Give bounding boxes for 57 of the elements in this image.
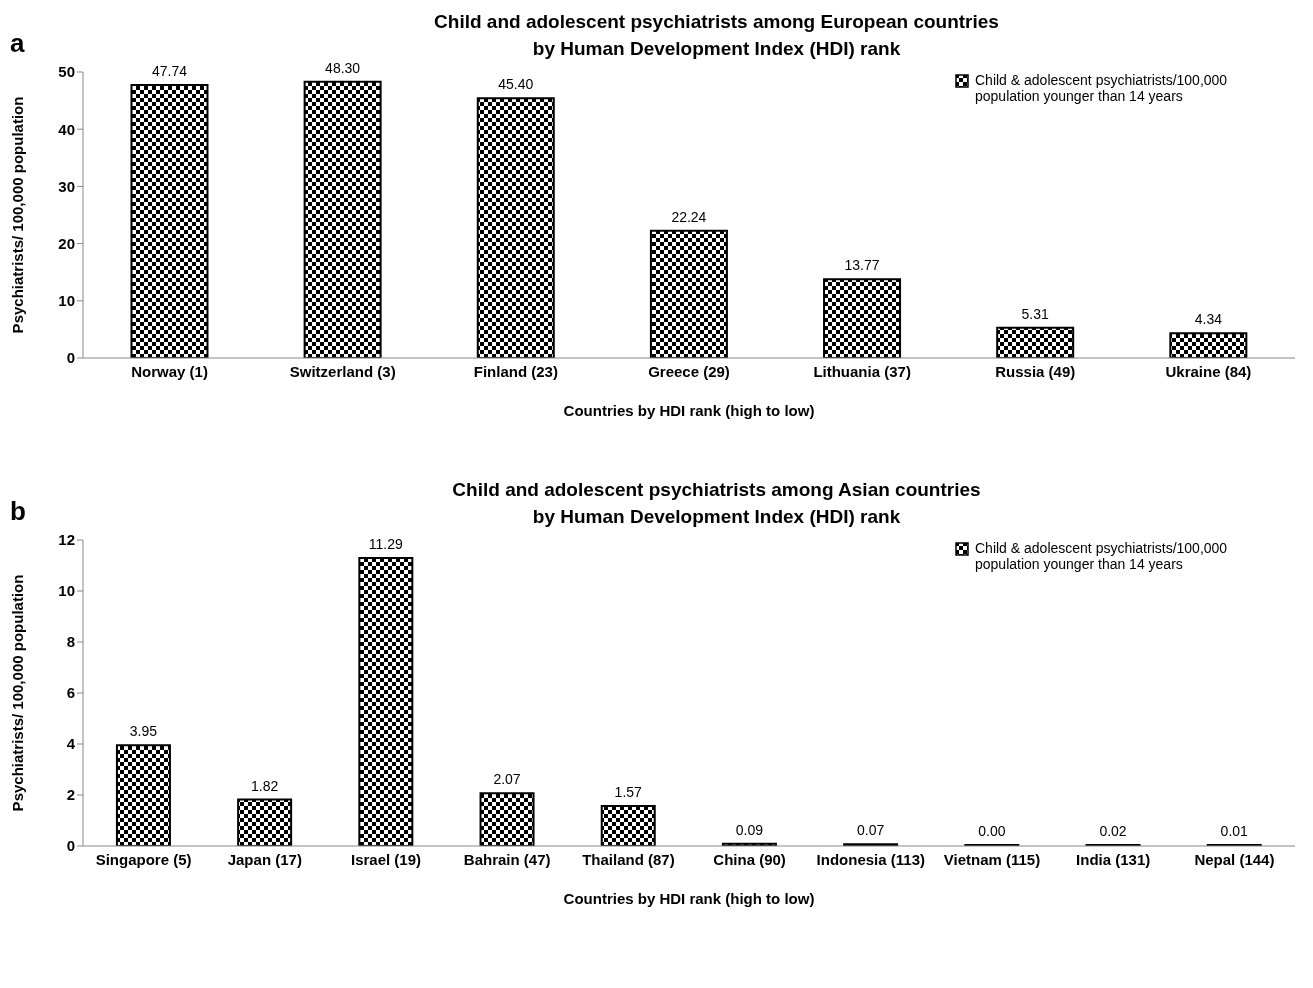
legend-label: Child & adolescent psychiatrists/100,000 population younger than 14 years xyxy=(975,540,1229,572)
x-tick-label: Switzerland (3) xyxy=(289,362,396,380)
x-tick-label: Norway (1) xyxy=(131,362,208,380)
data-label: 5.31 xyxy=(1021,305,1050,322)
data-label: 0.02 xyxy=(1099,823,1127,839)
data-label: 3.95 xyxy=(129,723,158,740)
x-tick-label: Indonesia (113) xyxy=(816,850,925,868)
text: b xyxy=(10,496,26,527)
y-tick-label: 10 xyxy=(58,582,75,600)
x-tick-label: Vietnam (115) xyxy=(943,850,1041,868)
data-label: 0.00 xyxy=(978,823,1006,839)
data-label: 4.34 xyxy=(1194,311,1223,328)
x-tick-label: Ukraine (84) xyxy=(1165,362,1252,380)
x-tick-label: China (90) xyxy=(713,850,786,868)
y-tick-label: 12 xyxy=(58,531,75,549)
x-tick-label: Greece (29) xyxy=(648,362,730,380)
data-label: 47.74 xyxy=(151,62,188,79)
data-label: 2.07 xyxy=(493,771,521,788)
x-tick-label: Bahrain (47) xyxy=(463,850,551,868)
data-label: 13.77 xyxy=(844,257,880,274)
y-tick-label: 10 xyxy=(58,292,75,310)
data-label: 1.82 xyxy=(251,777,279,794)
x-tick-label: Thailand (87) xyxy=(582,850,675,868)
data-label: 48.30 xyxy=(325,59,361,76)
y-tick-label: 40 xyxy=(58,120,75,138)
y-tick-label: 6 xyxy=(66,684,75,702)
x-tick-label: Finland (23) xyxy=(473,362,558,380)
data-label: 11.29 xyxy=(368,536,404,553)
y-tick-label: 30 xyxy=(58,177,75,195)
x-axis-title: Countries by HDI rank (high to low) xyxy=(563,889,815,907)
chart-title: Child and adolescent psychiatrists among European countries by Human Development Index (HDI) rank xyxy=(434,11,999,59)
y-tick-label: 0 xyxy=(66,349,75,367)
y-tick-label: 8 xyxy=(66,633,75,651)
chart-title: Child and adolescent psychiatrists among Asian countries by Human Development Index (HDI) rank xyxy=(452,479,981,527)
x-tick-label: India (131) xyxy=(1076,850,1151,868)
text: a xyxy=(10,28,25,59)
y-tick-label: 20 xyxy=(58,234,75,252)
y-axis-title: Psychiatrists/ 100,000 population xyxy=(9,574,27,812)
data-label: 45.40 xyxy=(498,76,534,93)
y-axis-title: Psychiatrists/ 100,000 population xyxy=(9,96,27,334)
y-tick-label: 2 xyxy=(66,786,75,804)
legend-label: Child & adolescent psychiatrists/100,000 population younger than 14 years xyxy=(975,72,1229,104)
data-label: 0.01 xyxy=(1220,823,1249,839)
data-label: 1.57 xyxy=(614,783,643,800)
x-tick-label: Japan (17) xyxy=(227,850,302,868)
x-tick-label: Russia (49) xyxy=(995,362,1076,380)
x-axis-title: Countries by HDI rank (high to low) xyxy=(563,401,815,419)
y-tick-label: 0 xyxy=(66,837,75,855)
x-tick-label: Lithuania (37) xyxy=(813,362,911,380)
y-tick-label: 4 xyxy=(66,735,76,753)
x-tick-label: Singapore (5) xyxy=(95,850,192,868)
y-tick-label: 50 xyxy=(58,63,75,81)
data-label: 0.09 xyxy=(735,821,764,838)
x-tick-label: Nepal (144) xyxy=(1194,850,1275,868)
data-label: 0.07 xyxy=(857,822,885,839)
x-tick-label: Israel (19) xyxy=(350,850,422,868)
data-label: 22.24 xyxy=(671,208,707,225)
